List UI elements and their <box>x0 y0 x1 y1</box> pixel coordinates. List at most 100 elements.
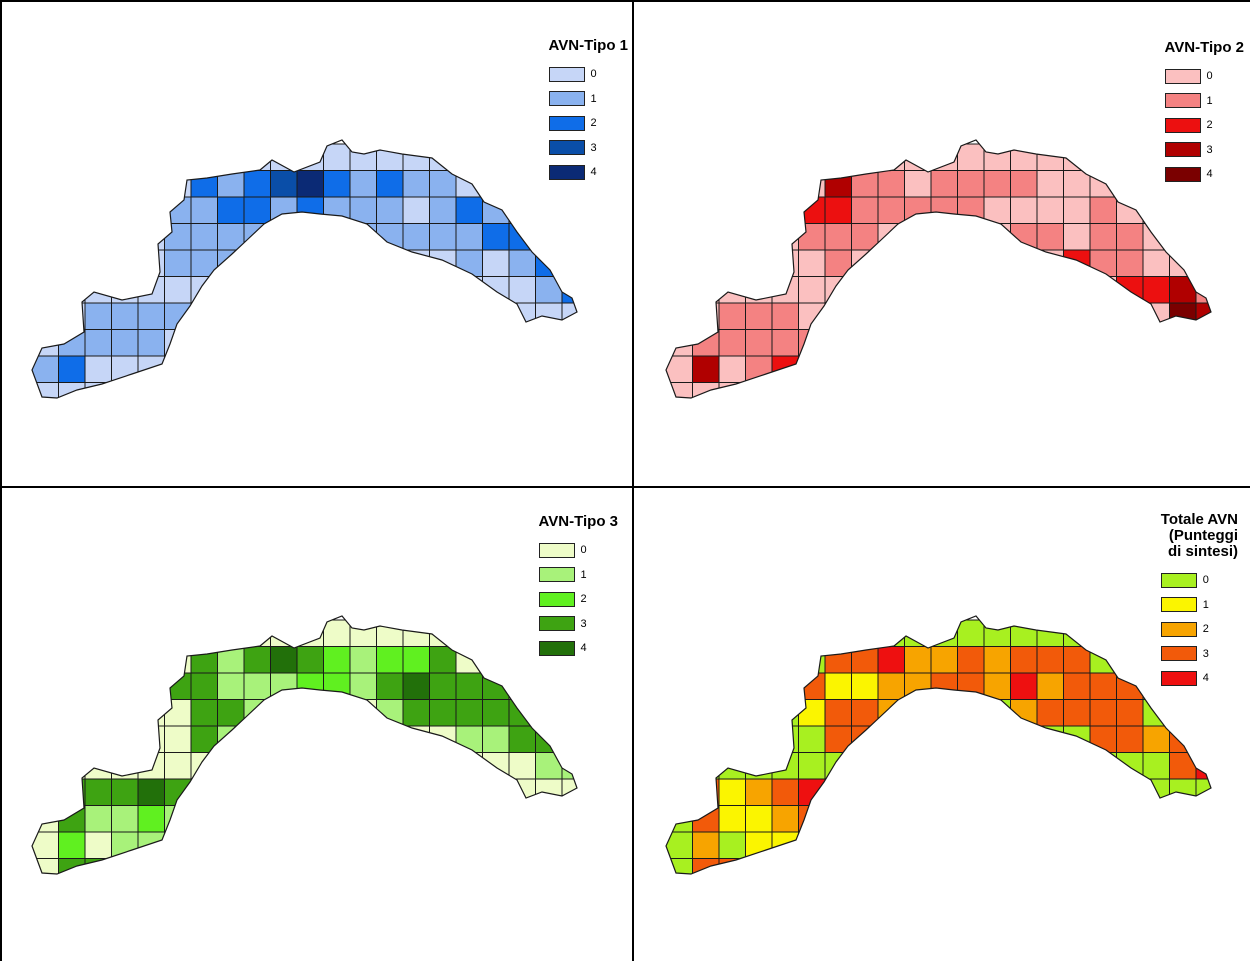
grid-cell <box>930 276 958 304</box>
grid-cell <box>1063 249 1091 277</box>
grid-cell <box>1089 858 1117 874</box>
grid-cell <box>137 276 165 304</box>
grid-cell <box>904 382 932 398</box>
grid-cell <box>111 858 139 874</box>
grid-cell <box>137 223 165 251</box>
grid-cell <box>589 197 616 224</box>
grid-cell <box>930 831 958 859</box>
grid-cell <box>1195 223 1211 251</box>
grid-cell <box>957 778 985 806</box>
grid-cell <box>508 752 536 780</box>
grid-cell <box>58 619 86 647</box>
grid-cell <box>164 672 192 700</box>
grid-cell <box>589 832 616 859</box>
grid-cell <box>32 699 59 727</box>
grid-cell <box>851 276 879 304</box>
grid-cell <box>111 699 139 727</box>
grid-cell <box>1063 170 1091 198</box>
grid-cell <box>615 330 632 357</box>
grid-cell <box>1142 805 1170 833</box>
grid-cell <box>1036 725 1064 753</box>
grid-cell <box>243 196 271 224</box>
grid-cell <box>349 196 377 224</box>
grid-cell <box>323 778 351 806</box>
grid-cell <box>190 382 218 398</box>
grid-cell <box>429 196 457 224</box>
grid-cell <box>137 725 165 753</box>
legend-swatch <box>1160 670 1197 686</box>
grid-cell <box>692 725 720 753</box>
grid-cell <box>745 143 773 171</box>
grid-cell <box>482 752 510 780</box>
grid-cell <box>745 672 773 700</box>
grid-cell <box>190 170 218 198</box>
legend-item-3: 3 <box>548 136 628 161</box>
grid-cell <box>137 858 165 874</box>
grid-cell <box>824 276 852 304</box>
grid-cell <box>589 330 616 357</box>
legend-swatch <box>1160 572 1197 588</box>
grid-cell <box>824 778 852 806</box>
grid-cell <box>771 196 799 224</box>
grid-cell <box>851 382 879 398</box>
grid-cell <box>508 858 536 874</box>
grid-cell <box>771 805 799 833</box>
grid-cell <box>771 223 799 251</box>
grid-cell <box>402 382 430 398</box>
grid-cell <box>666 752 693 780</box>
grid-cell <box>1142 302 1170 330</box>
grid-cell <box>1063 646 1091 674</box>
grid-cell <box>535 725 563 753</box>
grid-cell <box>111 170 139 198</box>
grid-cell <box>270 170 298 198</box>
grid-cell <box>1116 858 1144 874</box>
grid-cell <box>1089 143 1117 171</box>
grid-cell <box>1116 170 1144 198</box>
grid-cell <box>349 329 377 357</box>
grid-cell <box>349 223 377 251</box>
grid-cell <box>1063 858 1091 874</box>
grid-cell <box>1116 355 1144 383</box>
legend-label: 2 <box>580 593 587 606</box>
grid-cell <box>1036 223 1064 251</box>
grid-cell <box>32 382 59 398</box>
grid-cell <box>615 779 632 806</box>
grid-cell <box>111 329 139 357</box>
legend-label: 2 <box>1202 623 1209 636</box>
grid-cell <box>1116 302 1144 330</box>
grid-cell <box>429 329 457 357</box>
grid-cell <box>718 302 746 330</box>
grid-cell <box>1169 831 1197 859</box>
grid-cell <box>84 858 112 874</box>
legend-avn-tipo-3: AVN-Tipo 3 0 1 2 3 4 <box>538 514 618 661</box>
legend-label: 3 <box>1202 647 1209 660</box>
grid-cell <box>561 699 577 727</box>
grid-cell <box>561 276 577 304</box>
grid-cell <box>402 672 430 700</box>
grid-cell <box>1142 329 1170 357</box>
grid-cell <box>904 223 932 251</box>
grid-cell <box>666 170 693 198</box>
grid-cell <box>323 752 351 780</box>
legend-item-2: 2 <box>548 111 628 136</box>
grid-cell <box>798 302 826 330</box>
map-panel-avn-tipo-3: AVN-Tipo 3 0 1 2 3 4 <box>2 490 632 961</box>
grid-cell <box>615 700 632 727</box>
grid-cell <box>718 752 746 780</box>
grid-cell <box>1010 725 1038 753</box>
map-panel-avn-tipo-2: AVN-Tipo 2 0 1 2 3 4 <box>636 2 1250 482</box>
grid-cell <box>1116 143 1144 171</box>
grid-cell <box>376 329 404 357</box>
grid-cell <box>296 302 324 330</box>
grid-cell <box>771 329 799 357</box>
grid-cell <box>376 805 404 833</box>
grid-cell <box>1223 700 1250 727</box>
grid-cell <box>877 646 905 674</box>
grid-cell <box>877 831 905 859</box>
grid-cell <box>535 752 563 780</box>
grid-cell <box>455 302 483 330</box>
grid-cell <box>877 170 905 198</box>
grid-cell <box>508 831 536 859</box>
grid-cell <box>877 276 905 304</box>
grid-cell <box>535 858 563 874</box>
